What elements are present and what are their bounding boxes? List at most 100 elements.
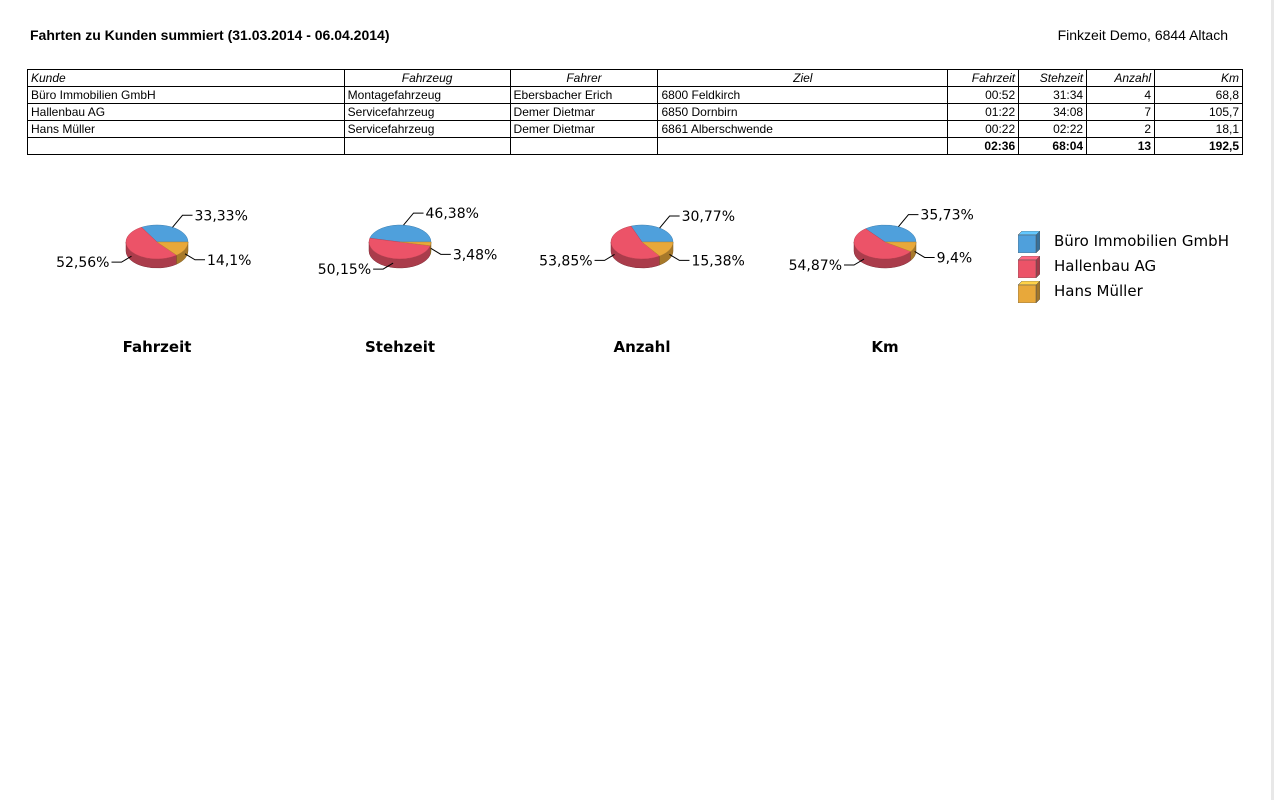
- pie-percent-label: 30,77%: [682, 209, 735, 225]
- cell-fahrzeit: 00:22: [947, 120, 1020, 138]
- pie-percent-label: 54,87%: [789, 258, 842, 274]
- pie-slice: [641, 241, 674, 257]
- cell-kunde: Hallenbau AG: [27, 103, 345, 121]
- pie-slice: [368, 237, 431, 260]
- label-leader-line: [914, 251, 935, 258]
- header-ziel: Ziel: [657, 69, 949, 87]
- company-name: Finkzeit Demo, 6844 Altach: [1057, 27, 1228, 43]
- cell-ziel: 6800 Feldkirch: [657, 86, 949, 104]
- cell-km: 105,7: [1154, 103, 1243, 121]
- legend-item: Büro Immobilien GmbH: [1017, 228, 1229, 254]
- legend-swatch-icon: [1017, 279, 1041, 304]
- total-fahrzeug: [343, 137, 511, 155]
- legend-item: Hans Müller: [1017, 278, 1229, 304]
- legend-label: Hallenbau AG: [1054, 256, 1157, 275]
- totals-row: 02:36 68:04 13 192,5: [27, 137, 1243, 155]
- header-kunde: Kunde: [27, 69, 345, 87]
- chart-legend: Büro Immobilien GmbH Hallenbau AG Hans M…: [1017, 228, 1229, 304]
- label-leader-line: [373, 262, 394, 270]
- total-kunde: [27, 137, 345, 155]
- cell-kunde: Büro Immobilien GmbH: [27, 86, 345, 104]
- cell-fahrer: Demer Dietmar: [509, 120, 659, 138]
- cell-fahrzeit: 00:52: [947, 86, 1020, 104]
- pie-percent-label: 53,85%: [539, 253, 592, 269]
- page-edge: [1271, 0, 1274, 800]
- pie-slice: [610, 225, 661, 260]
- pie-percent-label: 52,56%: [56, 255, 109, 271]
- label-leader-line: [184, 253, 206, 261]
- cell-ziel: 6850 Dornbirn: [657, 103, 949, 121]
- total-km: 192,5: [1154, 137, 1243, 155]
- pie-charts-area: 33,33% 52,56% 14,1% 46,38% 50,15% 3,48% 30,77%…: [0, 195, 1274, 395]
- pie-slice: [141, 224, 189, 243]
- cell-fahrer: Demer Dietmar: [509, 103, 659, 121]
- total-anzahl: 13: [1086, 137, 1156, 155]
- cell-fahrzeug: Montagefahrzeug: [343, 86, 511, 104]
- legend-item: Hallenbau AG: [1017, 253, 1229, 279]
- cell-fahrer: Ebersbacher Erich: [509, 86, 659, 104]
- legend-label: Hans Müller: [1054, 281, 1143, 300]
- chart-title-anzahl: Anzahl: [613, 338, 671, 356]
- label-leader-line: [403, 212, 424, 226]
- legend-label: Büro Immobilien GmbH: [1054, 231, 1229, 250]
- cell-anzahl: 4: [1086, 86, 1156, 104]
- pie-slice: [853, 228, 912, 260]
- table-row: Hans Müller Servicefahrzeug Demer Dietma…: [27, 120, 1243, 138]
- cell-fahrzeug: Servicefahrzeug: [343, 103, 511, 121]
- cell-stehzeit: 34:08: [1018, 103, 1088, 121]
- pie-percent-label: 15,38%: [691, 253, 744, 269]
- table-row: Büro Immobilien GmbH Montagefahrzeug Ebe…: [27, 86, 1243, 104]
- legend-cube-icon: [1017, 279, 1041, 304]
- pie-slice: [865, 224, 917, 243]
- table-header-row: Kunde Fahrzeug Fahrer Ziel Fahrzeit Steh…: [27, 69, 1243, 87]
- report-table: Kunde Fahrzeug Fahrer Ziel Fahrzeit Steh…: [27, 69, 1243, 155]
- pie-percent-label: 46,38%: [426, 206, 479, 222]
- chart-title-fahrzeit: Fahrzeit: [122, 338, 192, 356]
- pie-percent-label: 50,15%: [318, 262, 371, 278]
- cell-stehzeit: 31:34: [1018, 86, 1088, 104]
- cell-km: 68,8: [1154, 86, 1243, 104]
- report-title: Fahrten zu Kunden summiert (31.03.2014 -…: [30, 27, 390, 43]
- legend-cube-icon: [1017, 254, 1041, 279]
- total-fahrzeit: 02:36: [947, 137, 1020, 155]
- total-ziel: [657, 137, 949, 155]
- header-fahrzeit: Fahrzeit: [947, 69, 1020, 87]
- pie-slice: [125, 226, 178, 260]
- cell-anzahl: 7: [1086, 103, 1156, 121]
- total-stehzeit: 68:04: [1018, 137, 1088, 155]
- pie-slice: [399, 241, 432, 246]
- pie-percent-label: 3,48%: [453, 247, 497, 263]
- cell-km: 18,1: [1154, 120, 1243, 138]
- label-leader-line: [844, 258, 865, 266]
- pie-slice: [156, 241, 189, 256]
- label-leader-line: [659, 215, 680, 229]
- cell-anzahl: 2: [1086, 120, 1156, 138]
- pie-percent-label: 35,73%: [920, 208, 973, 224]
- cell-fahrzeit: 01:22: [947, 103, 1020, 121]
- cell-ziel: 6861 Alberschwende: [657, 120, 949, 138]
- chart-title-stehzeit: Stehzeit: [364, 338, 436, 356]
- header-km: Km: [1154, 69, 1243, 87]
- pie-percent-label: 33,33%: [195, 208, 248, 224]
- pie-percent-label: 14,1%: [207, 253, 251, 269]
- pie-charts-svg: 33,33% 52,56% 14,1% 46,38% 50,15% 3,48% 30,77%…: [56, 206, 974, 278]
- cell-kunde: Hans Müller: [27, 120, 345, 138]
- cell-stehzeit: 02:22: [1018, 120, 1088, 138]
- chart-title-km: Km: [871, 338, 899, 356]
- label-leader-line: [669, 253, 690, 261]
- pie-percent-label: 9,4%: [937, 250, 973, 266]
- label-leader-line: [111, 255, 132, 263]
- label-leader-line: [172, 214, 193, 228]
- legend-swatch-icon: [1017, 254, 1041, 279]
- pie-slice: [884, 241, 917, 252]
- total-fahrer: [509, 137, 659, 155]
- pie-slice: [630, 224, 674, 243]
- header-fahrzeug: Fahrzeug: [343, 69, 511, 87]
- legend-cube-icon: [1017, 229, 1041, 254]
- legend-swatch-icon: [1017, 229, 1041, 254]
- label-leader-line: [594, 253, 615, 261]
- table-row: Hallenbau AG Servicefahrzeug Demer Dietm…: [27, 103, 1243, 121]
- header-anzahl: Anzahl: [1086, 69, 1156, 87]
- label-leader-line: [898, 214, 919, 227]
- label-leader-line: [430, 247, 451, 255]
